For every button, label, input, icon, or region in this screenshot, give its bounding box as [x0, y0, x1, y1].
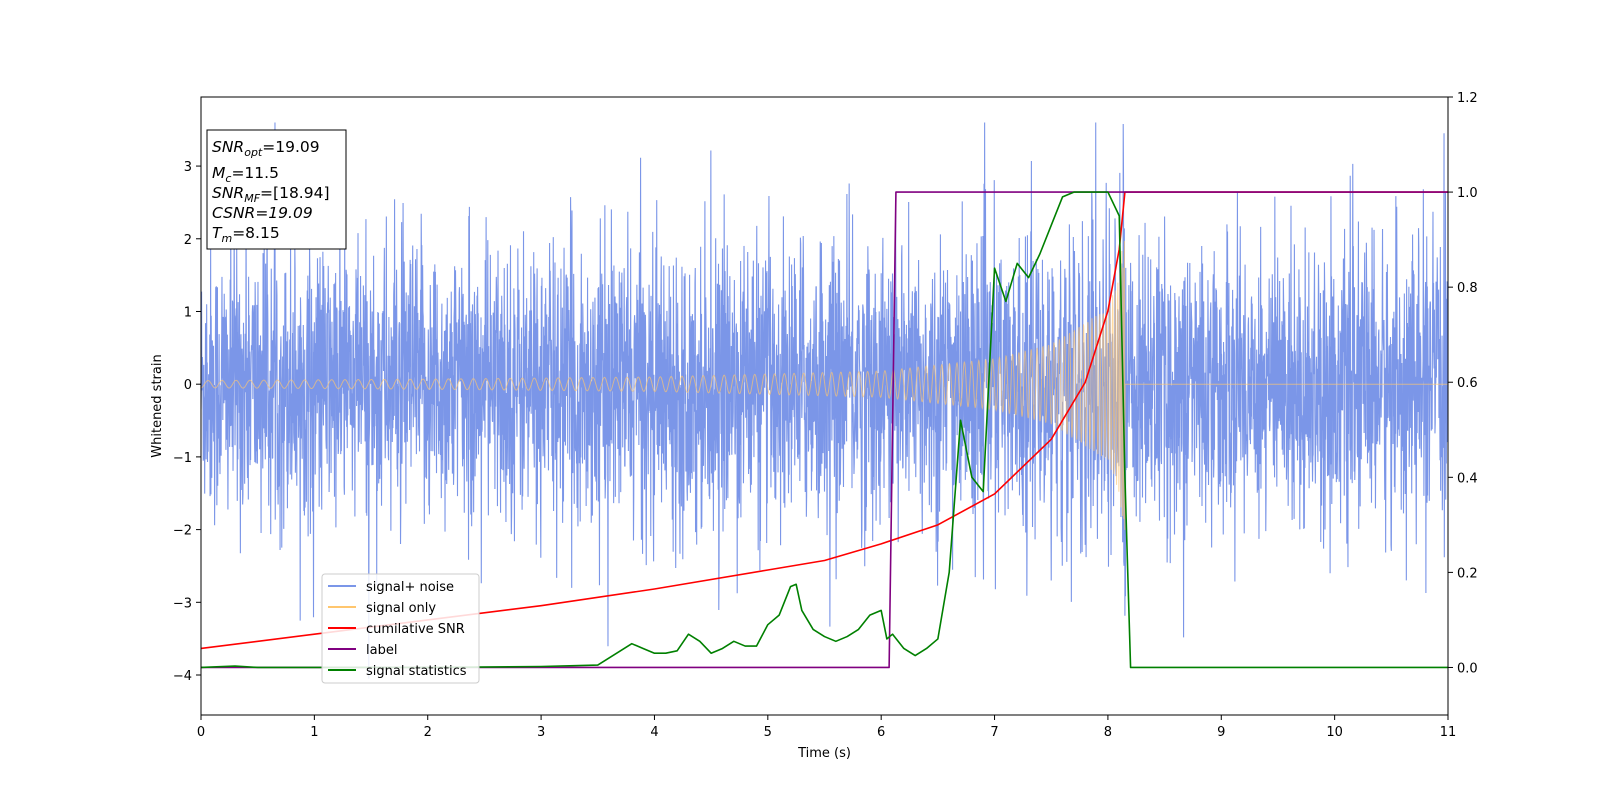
x-axis-label: Time (s) — [797, 746, 851, 761]
info-box-frame — [206, 129, 347, 250]
info-tm: Tm=8.15 — [212, 224, 280, 245]
series-layer — [201, 122, 1448, 679]
y-right-tick-label: 0.8 — [1457, 281, 1478, 296]
info-snr-mf: SNRMF=[18.94] — [212, 184, 330, 205]
x-tick-label: 2 — [424, 725, 432, 740]
info-mc: Mc=11.5 — [212, 164, 279, 185]
y-axis-label: Whitened strain — [150, 354, 165, 457]
series-cumulative-snr-line — [201, 191, 1448, 650]
y-left-tick-label: 1 — [184, 305, 192, 320]
y-right-tick-label: 0.4 — [1457, 471, 1478, 486]
y-right-tick-label: 0.6 — [1457, 376, 1478, 391]
x-tick-label: 6 — [877, 725, 885, 740]
y-left-tick-label: 0 — [184, 378, 192, 393]
y-right-tick-label: 1.0 — [1457, 186, 1478, 201]
legend-label-signal-statistics: signal statistics — [366, 664, 467, 679]
info-snr-opt: SNRopt=19.09 — [212, 138, 320, 159]
x-tick-label: 7 — [990, 725, 998, 740]
y-left-tick-label: 2 — [184, 233, 192, 248]
y-left-tick-label: −4 — [173, 669, 192, 684]
x-tick-label: 8 — [1104, 725, 1112, 740]
y-right-tick-label: 0.0 — [1457, 661, 1478, 676]
x-tick-label: 4 — [650, 725, 658, 740]
y-left-tick-label: 3 — [184, 160, 192, 175]
y-right-tick-label: 0.2 — [1457, 566, 1478, 581]
legend-label-signal-noise: signal+ noise — [366, 580, 454, 595]
x-tick-label: 9 — [1217, 725, 1225, 740]
x-tick-label: 3 — [537, 725, 545, 740]
y-left-tick-label: −2 — [173, 524, 192, 539]
series-signal-noise-line — [201, 122, 1448, 679]
y-left-tick-label: −3 — [173, 596, 192, 611]
y-left-tick-label: −1 — [173, 451, 192, 466]
legend-label-label: label — [366, 643, 397, 658]
x-tick-label: 1 — [310, 725, 318, 740]
x-tick-label: 10 — [1326, 725, 1343, 740]
plot-frame — [200, 96, 1449, 716]
y-right-tick-label: 1.2 — [1457, 91, 1478, 106]
info-box: SNRopt=19.09 Mc=11.5 SNRMF=[18.94] CSNR=… — [206, 129, 347, 250]
legend-label-cumulative-snr: cumilative SNR — [366, 622, 465, 637]
x-tick-label: 11 — [1440, 725, 1457, 740]
series-signal-only-line — [201, 240, 1448, 530]
info-csnr: CSNR=19.09 — [212, 204, 313, 222]
series-signal-statistics-line — [201, 191, 1448, 669]
legend-frame — [321, 573, 480, 684]
legend-label-signal-only: signal only — [366, 601, 436, 616]
series-label-line — [201, 191, 1448, 669]
x-tick-label: 5 — [764, 725, 772, 740]
legend: signal+ noise signal only cumilative SNR… — [321, 573, 480, 684]
x-tick-label: 0 — [197, 725, 205, 740]
axes-layer: 0 1 2 3 4 5 6 7 8 9 10 11 −4 −3 −2 −1 0 1 2 3 0.0 0.2 0.4 0.6 0.… — [173, 91, 1478, 740]
